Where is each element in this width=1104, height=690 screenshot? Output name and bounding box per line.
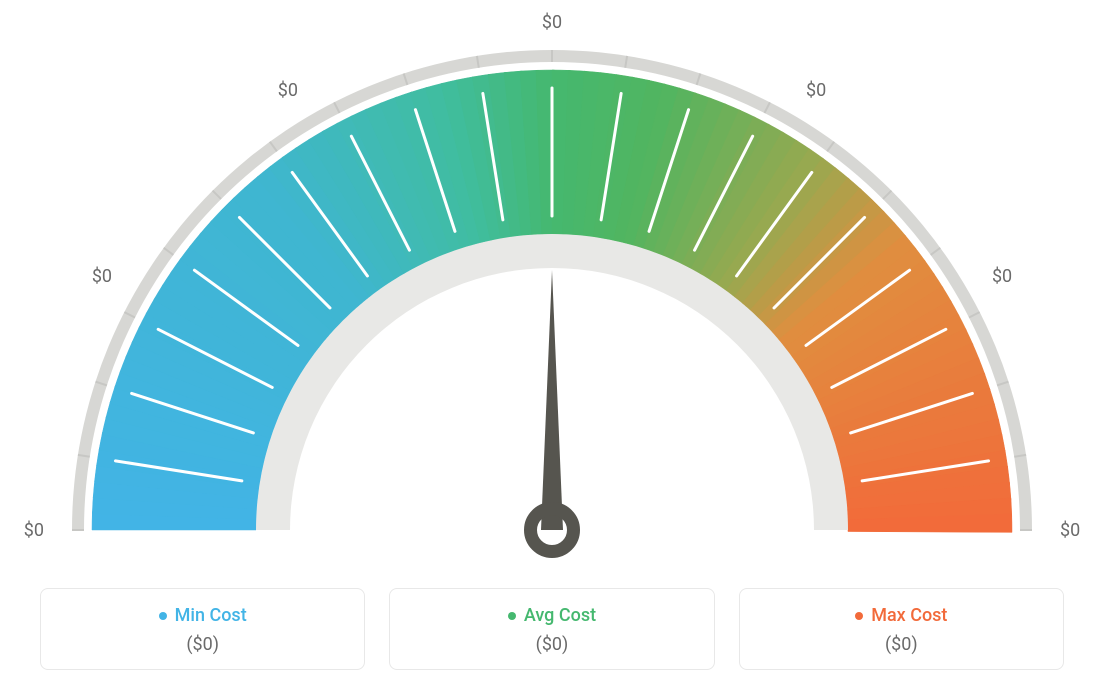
legend-label-text: Max Cost <box>871 605 947 626</box>
cost-gauge-chart: { "gauge": { "type": "gauge", "width": 1… <box>0 0 1104 690</box>
legend-value-max: ($0) <box>752 634 1051 655</box>
legend-label-text: Min Cost <box>175 605 247 626</box>
legend-label-avg: Avg Cost <box>508 605 596 626</box>
legend-label-max: Max Cost <box>855 605 947 626</box>
legend-card-avg: Avg Cost ($0) <box>389 588 714 671</box>
svg-text:$0: $0 <box>542 12 562 33</box>
legend-label-min: Min Cost <box>159 605 247 626</box>
svg-text:$0: $0 <box>806 80 826 101</box>
legend-value-min: ($0) <box>53 634 352 655</box>
svg-text:$0: $0 <box>1060 520 1080 541</box>
dot-icon <box>855 612 863 620</box>
dot-icon <box>159 612 167 620</box>
svg-text:$0: $0 <box>24 520 44 541</box>
svg-text:$0: $0 <box>992 266 1012 287</box>
svg-text:$0: $0 <box>92 266 112 287</box>
gauge-area: $0 $0 $0 $0 $0 $0 $0 <box>0 0 1104 560</box>
legend-row: Min Cost ($0) Avg Cost ($0) Max Cost ($0… <box>40 588 1064 671</box>
gauge-svg: $0 $0 $0 $0 $0 $0 $0 <box>0 0 1104 560</box>
legend-label-text: Avg Cost <box>524 605 596 626</box>
legend-card-max: Max Cost ($0) <box>739 588 1064 671</box>
dot-icon <box>508 612 516 620</box>
legend-value-avg: ($0) <box>402 634 701 655</box>
legend-card-min: Min Cost ($0) <box>40 588 365 671</box>
svg-text:$0: $0 <box>278 80 298 101</box>
